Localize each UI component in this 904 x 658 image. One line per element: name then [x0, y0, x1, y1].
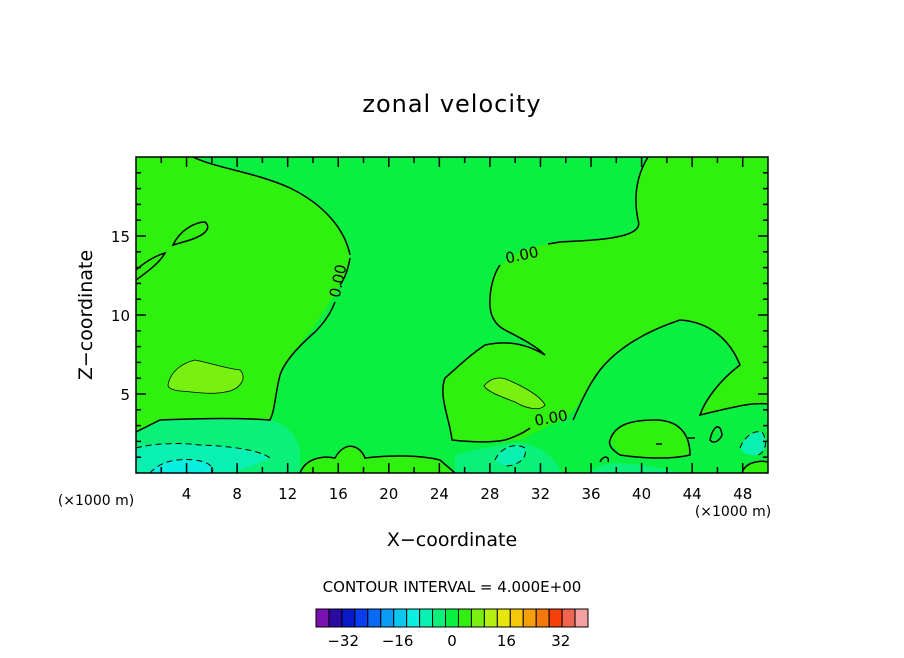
plot-area: [136, 157, 768, 473]
colorbar-swatch: [393, 608, 408, 628]
x-tick-label: 20: [379, 485, 398, 503]
x-tick-label: 12: [278, 485, 297, 503]
contour-island-top-left: [171, 221, 209, 247]
colorbar-swatch: [380, 608, 395, 628]
contour-zero-left: [136, 157, 351, 433]
x-tick-label: 28: [480, 485, 499, 503]
colorbar-swatch: [445, 608, 459, 628]
contour-interval-text: CONTOUR INTERVAL = 4.000E+00: [323, 578, 582, 596]
x-tick-label: 36: [581, 485, 600, 503]
chart-title: zonal velocity: [362, 90, 541, 118]
colorbar-swatch: [315, 608, 330, 628]
positive-island-left-edge: [136, 253, 165, 280]
negative-patch-right: [590, 463, 680, 473]
colorbar-swatch: [561, 608, 576, 628]
colorbar-swatch: [496, 608, 511, 628]
colorbar-swatch: [535, 608, 550, 628]
colorbar-swatch: [354, 608, 369, 628]
contour-lines-thin: [167, 359, 546, 410]
contour-bottom-strip: [299, 445, 456, 473]
y-tick-label: 15: [111, 228, 130, 246]
contour-negative-left: [136, 443, 271, 459]
x-tick-label: 4: [182, 485, 192, 503]
colorbar-swatch: [574, 608, 589, 628]
colorbar-swatch: [522, 608, 537, 628]
colorbar: −32 −16 0 16 32: [315, 608, 589, 650]
x-tick-label: 8: [232, 485, 242, 503]
colorbar-swatch: [341, 608, 356, 628]
contour-zero-right-upper: [489, 157, 649, 356]
strong-positive-patch-left: [168, 360, 244, 394]
colorbar-swatch: [328, 608, 343, 628]
colorbar-swatch: [419, 608, 434, 628]
colorbar-tick-label: −32: [327, 632, 359, 650]
colorbar-swatch: [509, 608, 524, 628]
y-axis-label: Z−coordinate: [75, 250, 97, 380]
colorbar-swatch: [432, 608, 447, 628]
colorbar-swatch: [406, 608, 421, 628]
contour-negative-far-right: [739, 431, 766, 456]
contour-small-dots: [599, 437, 695, 463]
colorbar-swatch: [367, 608, 382, 628]
contour-strong-middle: [483, 377, 546, 410]
x-tick-label: 40: [632, 485, 651, 503]
colorbar-tick-label: −16: [382, 632, 414, 650]
x-tick-label: 44: [683, 485, 702, 503]
contour-negative-center: [494, 445, 527, 467]
colorbar-swatch: [470, 608, 485, 628]
colorbar-tick-label: 16: [497, 632, 516, 650]
x-tick-label: 24: [430, 485, 449, 503]
negative-patch-far-right: [740, 431, 766, 456]
positive-island-top-left: [173, 222, 208, 245]
x-tick-label: 16: [329, 485, 348, 503]
contour-lines: [136, 157, 768, 473]
colorbar-tick-label: 0: [447, 632, 457, 650]
x-tick-label: 32: [531, 485, 550, 503]
contour-patch-bottom-right: [608, 419, 691, 459]
negative-band-strong: [150, 459, 213, 473]
contour-strong-left: [167, 359, 244, 394]
y-tick-label: 5: [120, 386, 130, 404]
strong-positive-patch-middle: [484, 378, 545, 409]
contour-negative-left-deep: [149, 459, 214, 473]
contour-lines-negative: [136, 431, 766, 473]
x-unit-right: (×1000 m): [695, 504, 771, 520]
positive-region-upper-right: [442, 157, 768, 442]
contour-zero-right-lower: [572, 319, 768, 421]
positive-region-bottom-right: [610, 420, 690, 459]
colorbar-swatch: [548, 608, 563, 628]
colorbar-tick-label: 32: [551, 632, 570, 650]
contour-island-left-edge: [136, 251, 167, 281]
contour-small-right: [709, 426, 723, 443]
x-axis-label: X−coordinate: [387, 529, 517, 551]
colorbar-swatch: [457, 608, 472, 628]
positive-region-small-right: [742, 461, 768, 473]
contour-zero-middle-lobe: [442, 342, 546, 443]
colorbar-swatch: [483, 608, 498, 628]
x-tick-label: 48: [733, 485, 752, 503]
contour-label-3: 0.00: [533, 406, 569, 430]
y-tick-label: 10: [111, 307, 130, 325]
x-unit-left: (×1000 m): [58, 493, 134, 509]
